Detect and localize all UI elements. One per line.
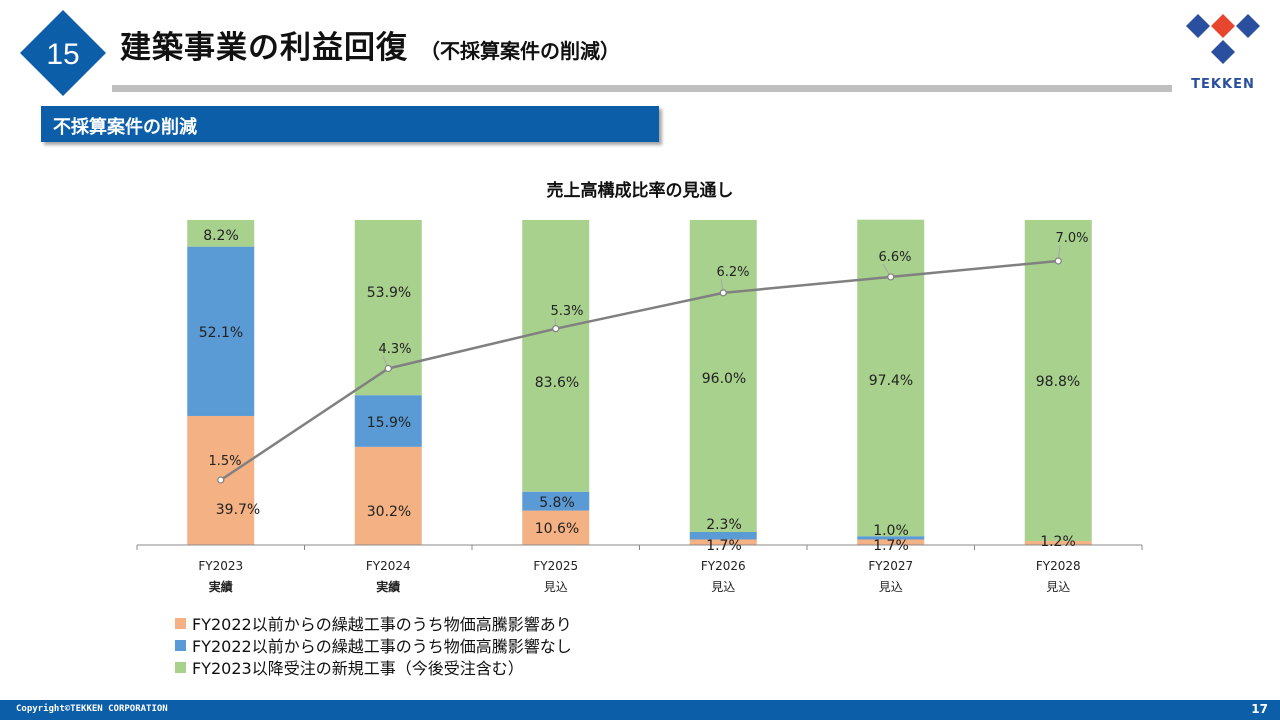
bar-segment-green <box>1024 220 1092 542</box>
section-banner: 不採算案件の削減 <box>41 106 659 142</box>
line-point <box>217 476 225 484</box>
chart-legend: FY2022以前からの繰越工事のうち物価高騰影響あり FY2022以前からの繰越… <box>175 612 572 678</box>
line-data-label: 6.6% <box>878 250 911 265</box>
line-point <box>552 325 560 333</box>
bar-segment-green <box>689 220 757 532</box>
legend-label: FY2023以降受注の新規工事（今後受注含む） <box>192 659 524 678</box>
tekken-logo <box>1186 14 1260 64</box>
legend-item-orange: FY2022以前からの繰越工事のうち物価高騰影響あり <box>175 612 572 634</box>
segment-data-label: 53.9% <box>367 285 411 301</box>
legend-label: FY2022以前からの繰越工事のうち物価高騰影響なし <box>192 637 572 656</box>
footer-bar: Copyright©TEKKEN CORPORATION 17 <box>0 700 1280 720</box>
slide-number-badge: 15 <box>20 10 106 96</box>
segment-data-label: 1.2% <box>1040 534 1076 550</box>
segment-data-label: 39.7% <box>216 502 260 518</box>
x-tick-sublabel: 見込 <box>711 580 735 594</box>
x-tick-sublabel: 見込 <box>879 580 903 594</box>
segment-data-label: 10.6% <box>535 521 579 537</box>
x-tick-label: FY2023 <box>198 559 243 573</box>
segment-data-label: 1.7% <box>706 538 742 554</box>
x-tick-label: FY2024 <box>366 559 411 573</box>
x-tick-sublabel: 実績 <box>209 579 233 594</box>
segment-data-label: 8.2% <box>203 228 239 244</box>
line-point <box>719 289 727 297</box>
page-title-text: 建築事業の利益回復 <box>120 30 408 66</box>
line-data-label: 5.3% <box>550 304 583 319</box>
x-tick-label: FY2027 <box>868 559 913 573</box>
line-data-label: 7.0% <box>1055 231 1088 246</box>
segment-data-label: 30.2% <box>367 504 411 520</box>
profit-line <box>219 259 1060 482</box>
bar-segment-blue <box>187 246 255 416</box>
bar-segment-orange <box>522 510 590 545</box>
line-data-label: 1.5% <box>208 454 241 469</box>
bar-segment-blue <box>857 536 925 540</box>
legend-swatch-orange <box>175 617 186 629</box>
line-data-label: 4.3% <box>378 342 411 357</box>
page-number: 17 <box>1251 702 1268 716</box>
legend-swatch-green <box>175 661 186 673</box>
title-rule <box>112 85 1172 92</box>
bar-segment-blue <box>522 491 590 511</box>
x-tick-sublabel: 実績 <box>376 579 400 594</box>
segment-data-label: 2.3% <box>706 517 742 533</box>
segment-data-label: 98.8% <box>1036 374 1080 390</box>
section-banner-label: 不採算案件の削減 <box>53 117 197 138</box>
segment-data-label: 15.9% <box>367 415 411 431</box>
slide-number: 15 <box>46 38 79 71</box>
legend-swatch-blue <box>175 639 186 651</box>
line-point <box>1054 257 1062 265</box>
logo-text: TEKKEN <box>1191 77 1255 92</box>
line-point <box>384 364 392 373</box>
bar-segment-blue <box>354 395 422 447</box>
bar-segment-orange <box>354 446 422 545</box>
legend-item-blue: FY2022以前からの繰越工事のうち物価高騰影響なし <box>175 634 572 656</box>
legend-label: FY2022以前からの繰越工事のうち物価高騰影響あり <box>192 615 572 634</box>
segment-data-label: 5.8% <box>539 495 575 511</box>
x-tick-sublabel: 見込 <box>1046 580 1070 594</box>
page-title: 建築事業の利益回復 （不採算案件の削減） <box>120 22 620 67</box>
bar-segment-orange <box>857 539 925 545</box>
legend-item-green: FY2023以降受注の新規工事（今後受注含む） <box>175 656 572 678</box>
line-data-label: 6.2% <box>716 265 749 280</box>
bar-segment-green <box>857 219 925 537</box>
bar-segment-green <box>522 220 590 492</box>
segment-data-label: 1.7% <box>873 538 909 554</box>
segment-data-label: 96.0% <box>702 371 746 387</box>
x-tick-label: FY2028 <box>1036 559 1081 573</box>
page-subtitle: （不採算案件の削減） <box>420 39 620 63</box>
bar-segment-orange <box>689 539 757 545</box>
bar-segment-blue <box>689 532 757 540</box>
x-tick-label: FY2025 <box>533 559 578 573</box>
x-tick-sublabel: 見込 <box>544 580 568 594</box>
line-point <box>887 273 895 281</box>
copyright: Copyright©TEKKEN CORPORATION <box>16 704 168 714</box>
segment-data-label: 97.4% <box>869 373 913 389</box>
bar-segment-green <box>187 220 255 247</box>
bar-segment-orange <box>1024 541 1092 545</box>
chart-title: 売上高構成比率の見通し <box>546 181 734 201</box>
x-tick-label: FY2026 <box>701 559 746 573</box>
segment-data-label: 83.6% <box>535 375 579 391</box>
segment-data-label: 1.0% <box>873 523 909 539</box>
segment-data-label: 52.1% <box>199 325 243 341</box>
